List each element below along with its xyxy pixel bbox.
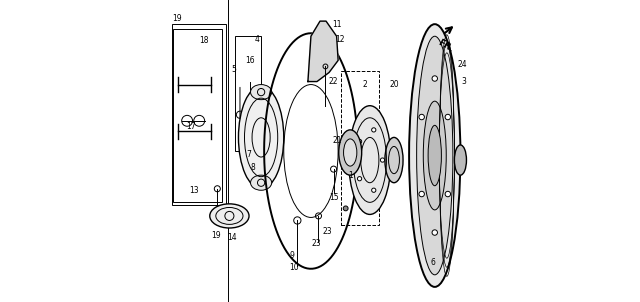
Text: 4: 4	[254, 35, 259, 44]
Circle shape	[432, 230, 438, 235]
Text: 1: 1	[348, 171, 353, 180]
Text: 12: 12	[335, 35, 344, 44]
Text: 22: 22	[329, 77, 339, 86]
Text: 15: 15	[330, 193, 339, 202]
FancyBboxPatch shape	[172, 24, 227, 205]
Text: 10: 10	[289, 263, 299, 272]
Text: 19: 19	[211, 231, 221, 240]
Text: 23: 23	[323, 226, 332, 236]
Text: 16: 16	[245, 56, 255, 65]
Text: 3: 3	[461, 77, 466, 86]
Text: 21: 21	[333, 136, 342, 145]
Circle shape	[358, 139, 362, 143]
Ellipse shape	[339, 130, 362, 175]
Circle shape	[372, 128, 376, 132]
Ellipse shape	[349, 106, 391, 214]
Text: 23: 23	[312, 239, 321, 248]
Ellipse shape	[409, 24, 460, 287]
Circle shape	[380, 158, 385, 162]
Circle shape	[419, 114, 424, 120]
Text: 14: 14	[228, 233, 237, 242]
Text: 24: 24	[457, 60, 467, 69]
Text: FR.: FR.	[436, 38, 455, 54]
Text: 18: 18	[199, 36, 209, 45]
Circle shape	[343, 206, 348, 211]
Text: 17: 17	[186, 122, 196, 131]
Ellipse shape	[210, 204, 249, 228]
Ellipse shape	[428, 125, 442, 186]
Circle shape	[432, 76, 438, 81]
Circle shape	[247, 109, 253, 115]
Text: 13: 13	[189, 186, 198, 195]
Ellipse shape	[250, 175, 272, 190]
Text: 5: 5	[232, 65, 236, 74]
Circle shape	[445, 114, 451, 120]
Text: 20: 20	[389, 80, 399, 89]
Text: 19: 19	[173, 14, 182, 23]
Bar	[236, 36, 261, 151]
Text: 8: 8	[251, 163, 255, 172]
Ellipse shape	[385, 137, 403, 183]
Ellipse shape	[417, 36, 453, 275]
Polygon shape	[308, 21, 338, 82]
Circle shape	[358, 177, 362, 181]
Ellipse shape	[344, 139, 357, 166]
Circle shape	[445, 191, 451, 197]
Ellipse shape	[239, 86, 284, 189]
Ellipse shape	[250, 85, 272, 100]
Text: 11: 11	[332, 20, 341, 29]
Bar	[173, 29, 223, 202]
Text: 6: 6	[431, 258, 436, 267]
Circle shape	[372, 188, 376, 192]
Circle shape	[419, 191, 424, 197]
Ellipse shape	[454, 145, 467, 175]
Ellipse shape	[423, 101, 446, 210]
Text: 9: 9	[290, 251, 294, 260]
Text: 7: 7	[246, 149, 252, 159]
Text: 2: 2	[363, 80, 367, 89]
